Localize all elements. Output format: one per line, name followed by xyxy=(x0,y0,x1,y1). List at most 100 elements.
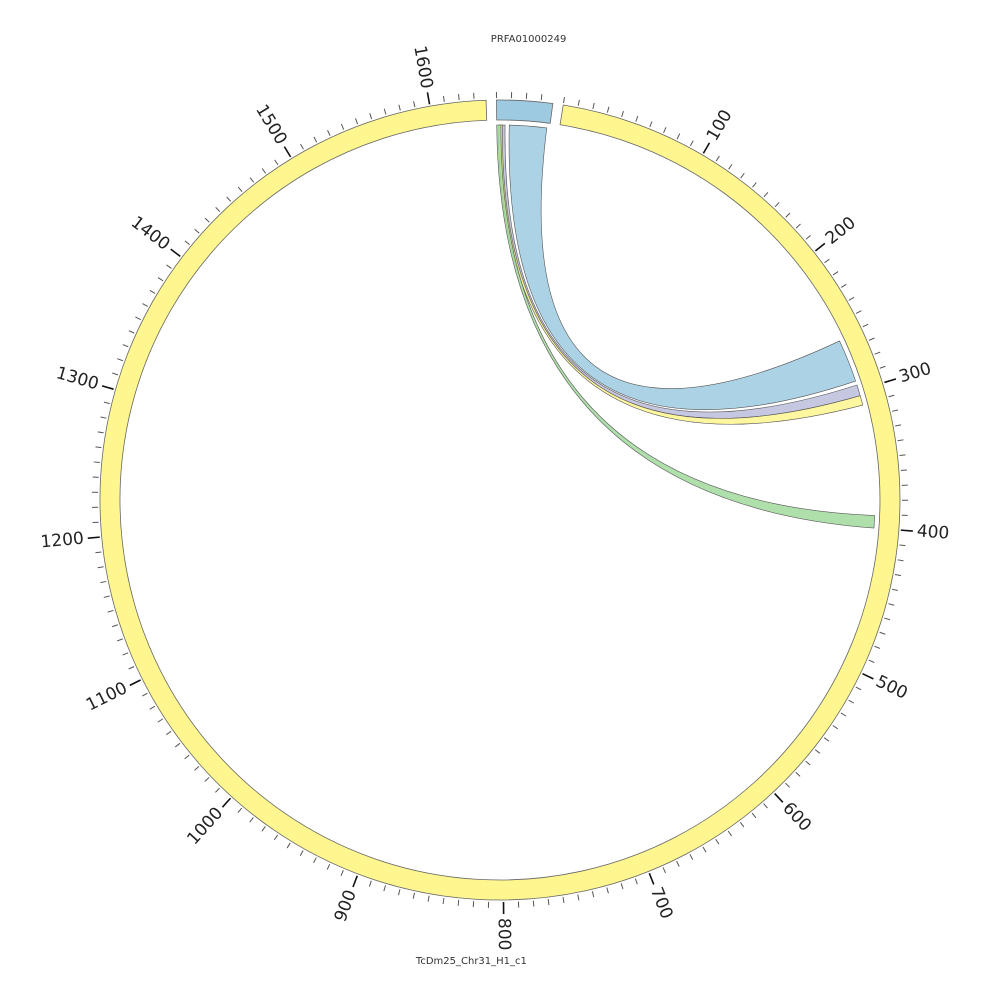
minor-tick xyxy=(888,603,895,606)
minor-tick xyxy=(100,580,107,584)
minor-tick xyxy=(327,130,331,136)
minor-tick xyxy=(874,645,881,649)
minor-tick xyxy=(326,863,331,870)
minor-tick xyxy=(458,94,460,101)
minor-tick xyxy=(95,446,102,449)
tick-label: 400 xyxy=(916,521,950,543)
minor-tick xyxy=(785,782,791,788)
minor-tick xyxy=(547,899,550,906)
minor-tick xyxy=(273,834,279,841)
tick-label: 500 xyxy=(873,672,911,704)
minor-tick xyxy=(166,264,172,269)
minor-tick xyxy=(591,891,595,898)
minor-tick xyxy=(398,104,401,111)
minor-tick xyxy=(442,95,445,102)
tick-label: 1300 xyxy=(54,363,101,394)
minor-tick xyxy=(111,624,118,628)
minor-tick xyxy=(157,277,164,282)
minor-tick xyxy=(204,777,210,782)
tick-label: 1200 xyxy=(40,529,85,553)
minor-tick xyxy=(795,223,801,229)
minor-tick xyxy=(855,310,862,314)
tick-label: 1600 xyxy=(409,44,436,90)
minor-tick xyxy=(823,737,830,742)
tick-label: 1400 xyxy=(127,212,174,254)
tick-label: 800 xyxy=(494,918,514,951)
minor-tick xyxy=(215,207,221,213)
minor-tick xyxy=(204,217,210,223)
minor-tick xyxy=(313,857,317,864)
minor-tick xyxy=(899,544,906,547)
minor-tick xyxy=(286,842,291,849)
minor-tick xyxy=(340,870,344,876)
major-tick xyxy=(283,146,292,158)
minor-tick xyxy=(891,588,898,592)
major-tick xyxy=(702,142,711,154)
minor-tick xyxy=(128,666,135,670)
minor-tick xyxy=(397,889,401,896)
minor-tick xyxy=(702,846,707,853)
minor-tick xyxy=(165,730,172,736)
link-ribbon xyxy=(497,124,864,425)
segment-label: PRFA01000249 xyxy=(491,34,567,45)
minor-tick xyxy=(763,803,768,809)
minor-tick xyxy=(606,887,609,894)
minor-tick xyxy=(93,461,100,463)
major-tick xyxy=(862,672,874,680)
minor-tick xyxy=(122,652,129,656)
minor-tick xyxy=(103,595,110,598)
minor-tick xyxy=(383,885,387,892)
minor-tick xyxy=(237,807,243,813)
tick-label: 1100 xyxy=(83,678,131,715)
minor-tick xyxy=(824,258,830,264)
minor-tick xyxy=(795,771,801,777)
minor-tick xyxy=(427,895,430,902)
minor-tick xyxy=(442,897,445,905)
minor-tick xyxy=(621,110,624,117)
minor-tick xyxy=(141,692,148,697)
minor-tick xyxy=(848,296,855,301)
minor-tick xyxy=(840,712,847,717)
minor-tick xyxy=(649,121,653,128)
minor-tick xyxy=(95,551,102,554)
minor-tick xyxy=(606,106,610,113)
tick-label: 1000 xyxy=(183,803,227,849)
minor-tick xyxy=(805,235,811,240)
minor-tick xyxy=(676,133,681,140)
minor-tick xyxy=(174,742,181,748)
minor-tick xyxy=(635,115,639,122)
minor-tick xyxy=(884,617,891,621)
segment-arc xyxy=(496,99,554,124)
major-tick xyxy=(129,679,141,687)
minor-tick xyxy=(620,883,624,890)
minor-tick xyxy=(874,351,881,355)
minor-tick xyxy=(855,686,862,691)
minor-tick xyxy=(862,323,869,328)
minor-tick xyxy=(261,168,267,174)
minor-tick xyxy=(261,826,266,832)
major-tick xyxy=(221,797,232,808)
segment-arc xyxy=(99,99,901,901)
tick-label: 600 xyxy=(778,798,815,835)
major-tick xyxy=(774,792,784,803)
minor-tick xyxy=(897,439,904,442)
major-tick xyxy=(900,529,913,532)
link-ribbon xyxy=(496,124,875,529)
minor-tick xyxy=(128,330,135,334)
major-tick xyxy=(426,92,431,105)
link-ribbon xyxy=(508,124,857,410)
minor-tick xyxy=(149,705,156,710)
minor-tick xyxy=(413,101,416,108)
minor-tick xyxy=(300,143,304,150)
minor-tick xyxy=(662,867,666,874)
minor-tick xyxy=(814,749,821,754)
major-tick xyxy=(101,385,114,390)
minor-tick xyxy=(368,880,372,887)
minor-tick xyxy=(226,196,232,202)
minor-tick xyxy=(832,271,839,276)
minor-tick xyxy=(763,191,769,198)
minor-tick xyxy=(184,754,190,760)
minor-tick xyxy=(676,860,680,867)
minor-tick xyxy=(249,177,255,183)
